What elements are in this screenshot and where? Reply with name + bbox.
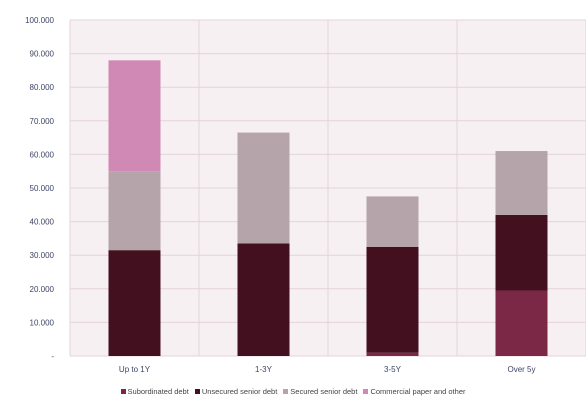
bar-segment [495,290,548,356]
y-tick-label: 90.000 [30,50,55,59]
y-tick-label: 50.000 [30,184,55,193]
x-tick-label: Up to 1Y [119,365,151,374]
y-tick-label: 100.000 [25,16,54,25]
legend-swatch [363,388,369,394]
bar-segment [495,214,548,291]
y-tick-label: 30.000 [30,251,55,260]
legend-swatch [283,388,289,394]
bar-segment [108,250,161,356]
y-tick-label: 10.000 [30,318,55,327]
bar-segment [366,196,419,247]
y-tick-label: - [51,352,54,361]
x-tick-label: Over 5y [507,365,535,374]
bar-segment [237,243,290,356]
bar-segment [366,352,419,356]
bar-segment [237,132,290,244]
y-tick-label: 20.000 [30,285,55,294]
legend-label: Unsecured senior debt [201,386,278,396]
y-tick-label: 80.000 [30,83,55,92]
y-tick-label: 40.000 [30,218,55,227]
bar-segment [108,171,161,251]
legend-item: Subordinated debt [120,386,189,396]
legend-label: Commercial paper and other [370,386,466,396]
legend-swatch [120,388,126,394]
chart-legend: Subordinated debt Unsecured senior debt Se… [0,384,586,398]
y-tick-label: 70.000 [30,117,55,126]
x-tick-label: 1-3Y [255,365,273,374]
legend-item: Commercial paper and other [363,387,465,396]
legend-label: Secured senior debt [290,386,358,396]
bar-segment [108,60,161,172]
legend-swatch [194,388,200,394]
legend-item: Unsecured senior debt [194,386,278,396]
bar-segment [495,151,548,215]
chart-plot: - 10.000 20.000 30.000 40.000 50.000 60.000 70.… [25,16,586,374]
legend-label: Subordinated debt [127,386,189,396]
x-tick-label: 3-5Y [384,365,402,374]
bar-segment [366,246,419,353]
y-tick-label: 60.000 [30,150,55,159]
legend-item: Secured senior debt [283,387,357,396]
